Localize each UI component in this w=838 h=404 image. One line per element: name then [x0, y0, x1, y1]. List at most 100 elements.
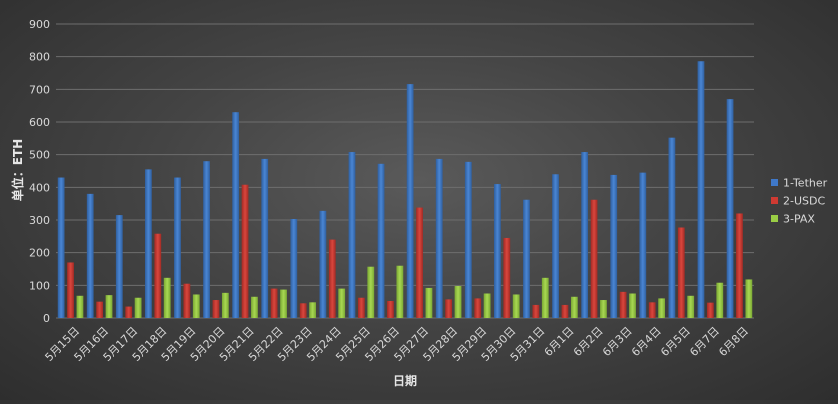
bar-1-tether — [697, 61, 705, 319]
bar-1-tether — [639, 172, 647, 318]
bar-3-pax — [745, 279, 753, 318]
legend-swatch — [771, 197, 778, 204]
bar-1-tether — [406, 84, 414, 319]
y-tick-label: 700 — [29, 83, 50, 96]
bar-3-pax — [134, 297, 142, 318]
bar-2-usdc — [387, 301, 394, 318]
bar-2-usdc — [416, 207, 423, 318]
legend-label: 1-Tether — [783, 177, 828, 190]
y-axis-title: 单位：ETH — [10, 139, 25, 201]
bar-2-usdc — [706, 302, 714, 318]
bars — [57, 61, 753, 319]
y-tick-label: 0 — [43, 312, 50, 325]
y-tick-label: 900 — [29, 18, 50, 31]
bar-3-pax — [483, 293, 491, 318]
bar-2-usdc — [590, 199, 598, 318]
bar-3-pax — [338, 288, 346, 318]
legend-label: 3-PAX — [783, 213, 815, 226]
y-tick-label: 500 — [29, 149, 50, 162]
x-tick-label: 6月5日 — [658, 324, 693, 359]
bar-3-pax — [221, 292, 229, 318]
gridlines — [56, 23, 754, 319]
bar-3-pax — [570, 296, 578, 318]
y-tick-label: 600 — [29, 116, 50, 129]
legend: 1-Tether 2-USDC 3-PAX — [771, 177, 828, 226]
bar-2-usdc — [241, 184, 249, 318]
bar-3-pax — [600, 300, 607, 318]
bar-3-pax — [192, 294, 200, 318]
x-tick-label: 6月8日 — [716, 324, 751, 359]
bar-2-usdc — [67, 262, 74, 318]
bar-1-tether — [144, 169, 152, 318]
bar-3-pax — [716, 282, 724, 318]
bar-2-usdc — [619, 291, 627, 318]
bar-1-tether — [435, 158, 443, 318]
bar-3-pax — [309, 302, 317, 318]
bar-3-pax — [454, 285, 462, 318]
bar-2-usdc — [183, 283, 191, 318]
bar-2-usdc — [474, 298, 482, 318]
bar-3-pax — [396, 265, 404, 318]
y-tick-label: 800 — [29, 51, 50, 64]
bar-1-tether — [232, 112, 240, 318]
bar-1-tether — [726, 99, 734, 318]
bar-2-usdc — [648, 302, 656, 318]
bar-1-tether — [115, 215, 123, 318]
bar-2-usdc — [328, 239, 336, 318]
bar-2-usdc — [125, 306, 133, 318]
bar-2-usdc — [299, 303, 307, 318]
bar-1-tether — [581, 152, 589, 318]
x-tick-label: 6月4日 — [629, 324, 664, 359]
bar-1-tether — [348, 152, 356, 318]
bar-2-usdc — [212, 300, 220, 318]
bar-3-pax — [251, 296, 258, 318]
bar-1-tether — [319, 210, 327, 318]
bar-2-usdc — [357, 297, 365, 318]
bar-2-usdc — [503, 237, 511, 318]
y-tick-label: 200 — [29, 247, 50, 260]
bar-2-usdc — [96, 301, 104, 318]
bar-3-pax — [105, 295, 113, 318]
bar-3-pax — [367, 266, 375, 318]
bar-2-usdc — [270, 288, 278, 318]
bar-3-pax — [280, 289, 287, 318]
bar-2-usdc — [154, 233, 162, 318]
bar-2-usdc — [445, 299, 453, 318]
bar-1-tether — [377, 163, 385, 318]
bar-2-usdc — [561, 304, 569, 318]
bar-3-pax — [658, 298, 666, 318]
y-tick-label: 100 — [29, 279, 50, 292]
x-tick-label: 6月3日 — [600, 324, 635, 359]
legend-label: 2-USDC — [783, 195, 825, 208]
bar-3-pax — [629, 293, 636, 318]
x-axis: 5月15日5月16日5月17日5月18日5月19日5月20日5月21日5月22日… — [43, 324, 752, 364]
bar-1-tether — [493, 184, 501, 318]
bar-3-pax — [512, 294, 520, 318]
x-tick-label: 6月1日 — [542, 324, 577, 359]
y-axis: 0 100 200 300 400 500 600 700 800 900 — [29, 18, 50, 325]
bar-1-tether — [464, 161, 472, 318]
bar-1-tether — [203, 161, 210, 318]
x-axis-title: 日期 — [393, 373, 417, 388]
bar-2-usdc — [532, 304, 540, 318]
legend-swatch — [771, 179, 778, 186]
bar-1-tether — [290, 219, 298, 318]
bar-3-pax — [163, 277, 171, 318]
bar-3-pax — [687, 295, 695, 318]
bar-1-tether — [86, 193, 94, 318]
bar-3-pax — [76, 295, 84, 318]
bar-1-tether — [261, 158, 269, 318]
bar-3-pax — [541, 277, 549, 318]
bar-3-pax — [425, 287, 433, 318]
bar-1-tether — [174, 177, 181, 318]
x-tick-label: 6月2日 — [571, 324, 606, 359]
bar-1-tether — [552, 174, 559, 318]
y-tick-label: 400 — [29, 181, 50, 194]
x-tick-label: 6月7日 — [687, 324, 722, 359]
bar-1-tether — [668, 137, 676, 318]
bar-1-tether — [57, 177, 65, 318]
y-tick-label: 300 — [29, 214, 50, 227]
legend-swatch — [771, 215, 778, 222]
